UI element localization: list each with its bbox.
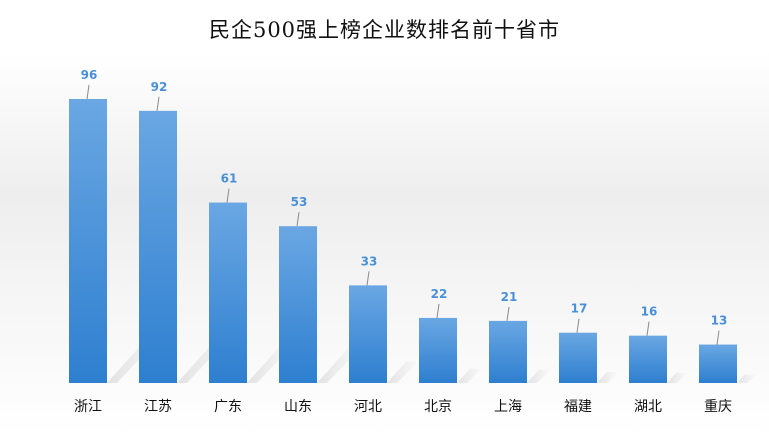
bar-5 bbox=[349, 285, 387, 383]
data-label: 61 bbox=[221, 172, 238, 186]
data-label: 22 bbox=[431, 287, 448, 301]
bar-2 bbox=[139, 110, 177, 383]
category-label: 湖北 bbox=[634, 399, 662, 415]
bar-shadow bbox=[737, 374, 757, 383]
leader-line bbox=[226, 188, 230, 203]
data-label: 17 bbox=[571, 302, 588, 316]
bar-shadow bbox=[387, 361, 419, 383]
bar-6 bbox=[419, 317, 457, 383]
category-label: 江苏 bbox=[144, 399, 172, 415]
category-label: 河北 bbox=[354, 399, 382, 415]
data-label: 53 bbox=[291, 195, 308, 209]
bar-10 bbox=[699, 344, 737, 383]
category-labels: 浙江 江苏 广东 山东 河北 北京 上海 福建 湖北 重庆 bbox=[74, 399, 732, 415]
data-labels: 96 92 61 53 33 22 21 17 16 13 bbox=[81, 68, 728, 345]
leader-line bbox=[506, 306, 510, 321]
leader-line bbox=[86, 84, 90, 100]
chart-title: 民企500强上榜企业数排名前十省市 bbox=[208, 18, 561, 42]
bar-8 bbox=[559, 332, 597, 383]
bar-1 bbox=[69, 99, 107, 383]
data-label: 16 bbox=[641, 305, 658, 319]
category-label: 北京 bbox=[424, 399, 452, 415]
data-label: 13 bbox=[711, 314, 728, 328]
data-label: 96 bbox=[81, 68, 98, 82]
data-label: 33 bbox=[361, 254, 378, 268]
bar-shadow bbox=[667, 372, 689, 383]
leader-line bbox=[366, 271, 370, 286]
leader-line bbox=[156, 96, 160, 111]
leader-line bbox=[296, 212, 300, 227]
leader-line bbox=[576, 318, 580, 333]
category-label: 福建 bbox=[564, 399, 592, 415]
bar-4 bbox=[279, 226, 317, 383]
data-label: 21 bbox=[501, 290, 518, 304]
data-label: 92 bbox=[151, 80, 168, 94]
category-label: 重庆 bbox=[704, 399, 732, 415]
bar-7 bbox=[489, 320, 527, 383]
leader-line bbox=[436, 303, 440, 318]
bar-shadow bbox=[527, 369, 552, 383]
bars bbox=[69, 99, 737, 383]
category-label: 山东 bbox=[284, 399, 312, 415]
bar-shadow bbox=[457, 368, 482, 383]
leader-line bbox=[646, 321, 650, 336]
leader-line bbox=[716, 330, 720, 345]
category-label: 浙江 bbox=[74, 399, 102, 415]
bar-3 bbox=[209, 202, 247, 383]
bar-9 bbox=[629, 335, 667, 383]
category-label: 上海 bbox=[494, 399, 522, 415]
bar-shadow bbox=[597, 371, 619, 383]
category-label: 广东 bbox=[214, 399, 242, 415]
